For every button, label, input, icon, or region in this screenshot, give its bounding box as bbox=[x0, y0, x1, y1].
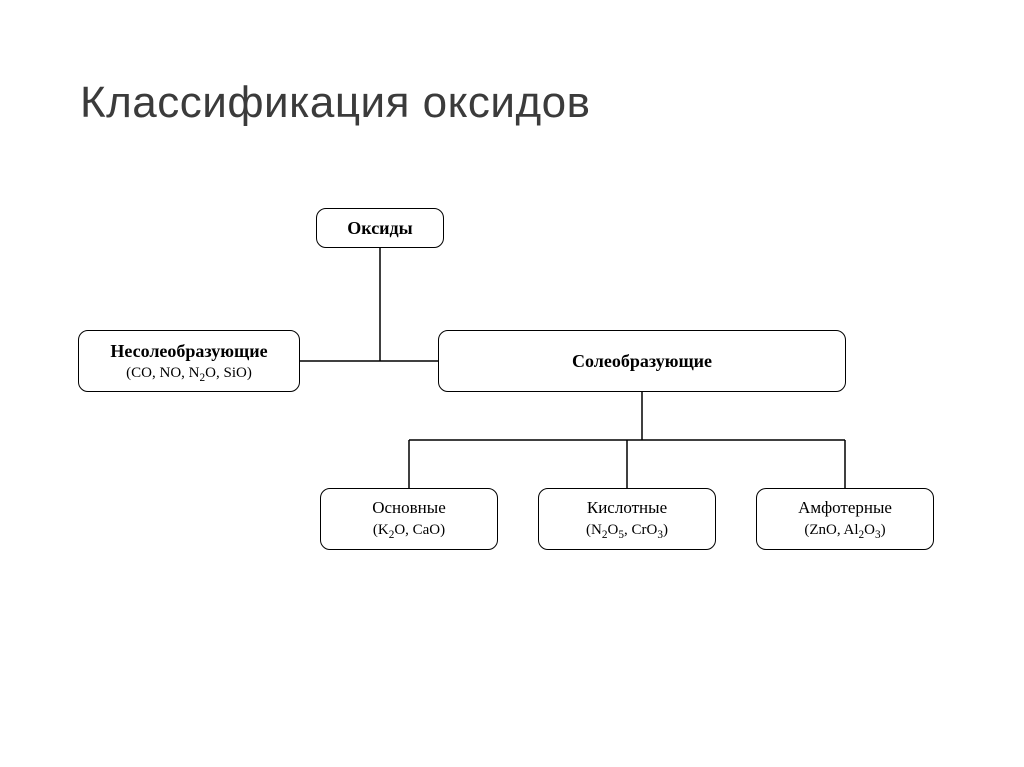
diagram-container: Оксиды Несолеобразующие(CO, NO, N2O, SiO)… bbox=[0, 0, 1024, 767]
node-sublabel: (N2O5, CrO3) bbox=[586, 520, 668, 540]
node-amphoteric: Амфотерные(ZnO, Al2O3) bbox=[756, 488, 934, 550]
node-label: Несолеобразующие bbox=[110, 339, 267, 363]
node-basic: Основные(K2O, CaO) bbox=[320, 488, 498, 550]
node-acidic: Кислотные(N2O5, CrO3) bbox=[538, 488, 716, 550]
node-root: Оксиды bbox=[316, 208, 444, 248]
slide: Классификация оксидов ОксидыНесолеобразу… bbox=[0, 0, 1024, 767]
node-label: Основные bbox=[372, 497, 446, 520]
node-sublabel: (CO, NO, N2O, SiO) bbox=[126, 363, 252, 383]
node-sublabel: (ZnO, Al2O3) bbox=[804, 520, 885, 540]
node-non_salt: Несолеобразующие(CO, NO, N2O, SiO) bbox=[78, 330, 300, 392]
node-sublabel: (K2O, CaO) bbox=[373, 520, 445, 540]
node-label: Кислотные bbox=[587, 497, 667, 520]
node-label: Амфотерные bbox=[798, 497, 892, 520]
node-salt: Солеобразующие bbox=[438, 330, 846, 392]
node-label: Солеобразующие bbox=[572, 349, 712, 373]
node-label: Оксиды bbox=[347, 216, 412, 240]
